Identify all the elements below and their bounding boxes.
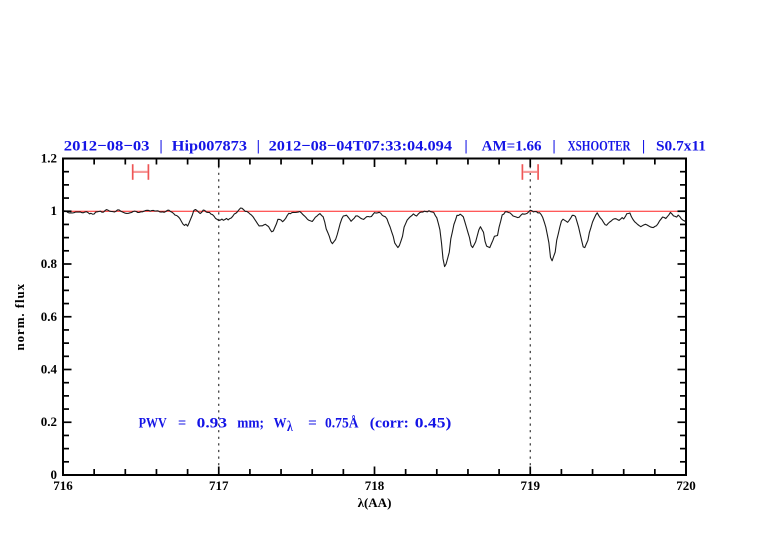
svg-text:0.4: 0.4 <box>41 362 58 377</box>
svg-text:(corr:: (corr: <box>370 414 409 431</box>
svg-text:=: = <box>178 414 186 431</box>
svg-text:0.75Å: 0.75Å <box>325 414 359 431</box>
svg-text:W: W <box>274 414 287 431</box>
svg-text:mm;: mm; <box>237 414 264 431</box>
svg-text:1.2: 1.2 <box>41 151 57 166</box>
svg-text:Hip007873: Hip007873 <box>172 137 248 154</box>
svg-text:|: | <box>464 137 467 154</box>
svg-text:norm. flux: norm. flux <box>12 283 27 351</box>
svg-text:0.8: 0.8 <box>41 256 58 271</box>
svg-text:0.2: 0.2 <box>41 414 57 429</box>
svg-text:|: | <box>257 137 260 154</box>
svg-text:716: 716 <box>53 478 73 493</box>
svg-text:0.45): 0.45) <box>415 414 452 431</box>
svg-text:717: 717 <box>209 478 229 493</box>
svg-text:|: | <box>642 137 645 154</box>
svg-text:718: 718 <box>365 478 385 493</box>
svg-text:0.6: 0.6 <box>41 309 58 324</box>
svg-text:λ: λ <box>287 418 293 435</box>
svg-text:2012−08−03: 2012−08−03 <box>64 137 150 154</box>
svg-text:=: = <box>308 414 317 431</box>
svg-text:|: | <box>159 137 162 154</box>
svg-text:719: 719 <box>521 478 541 493</box>
svg-text:1: 1 <box>51 203 58 218</box>
svg-text:PWV: PWV <box>139 414 167 431</box>
svg-text:0.93: 0.93 <box>197 414 228 431</box>
svg-text:720: 720 <box>676 478 696 493</box>
svg-text:2012−08−04T07:33:04.094: 2012−08−04T07:33:04.094 <box>269 137 453 154</box>
svg-text:|: | <box>552 137 555 154</box>
svg-text:S0.7x11: S0.7x11 <box>656 137 706 154</box>
svg-text:XSHOOTER: XSHOOTER <box>568 137 632 154</box>
svg-text:λ(AA): λ(AA) <box>358 495 392 510</box>
svg-text:AM=1.66: AM=1.66 <box>482 137 542 154</box>
svg-text:0: 0 <box>51 467 58 482</box>
